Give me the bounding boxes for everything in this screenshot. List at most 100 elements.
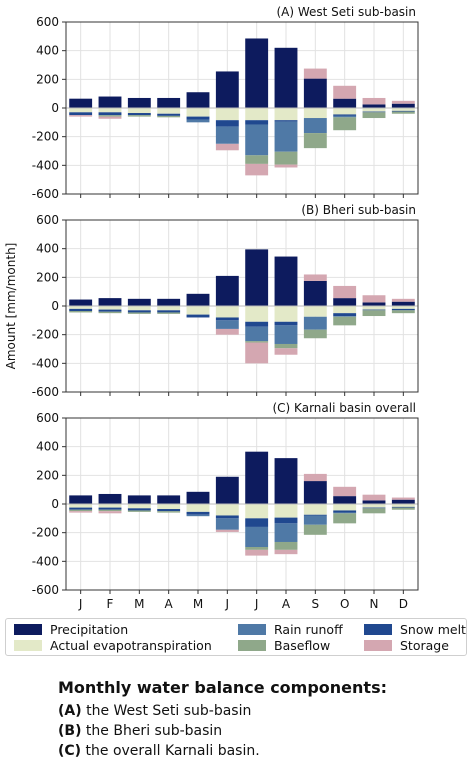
bar-baseflow — [362, 508, 386, 514]
bar-baseflow — [333, 117, 357, 131]
legend-label-rain-runoff: Rain runoff — [274, 622, 343, 637]
bar-snow-melt — [274, 517, 298, 524]
bar-baseflow — [362, 112, 386, 119]
bar-snow-melt — [245, 518, 269, 527]
bar-storage — [391, 298, 415, 302]
bar-rain-runoff — [245, 526, 269, 547]
bar-actual-evapotranspiration — [245, 306, 269, 322]
legend-swatch-snow-melt — [364, 624, 392, 635]
y-tick-label: -400 — [32, 158, 59, 172]
caption-label-a: (A) — [58, 703, 82, 719]
bar-rain-runoff — [274, 121, 298, 152]
bar-precipitation — [274, 458, 298, 504]
bar-precipitation — [362, 500, 386, 504]
bar-snow-melt — [333, 114, 357, 116]
bar-snow-melt — [391, 110, 415, 112]
bar-snow-melt — [69, 507, 93, 510]
bar-storage — [303, 68, 327, 79]
bar-baseflow — [245, 341, 269, 343]
x-tick-label: D — [399, 597, 408, 611]
bar-storage — [69, 511, 93, 513]
bar-rain-runoff — [186, 119, 210, 123]
bar-snow-melt — [274, 120, 298, 122]
bar-actual-evapotranspiration — [274, 306, 298, 322]
bar-baseflow — [245, 547, 269, 550]
bar-storage — [215, 143, 239, 151]
bar-storage — [362, 97, 386, 105]
bar-storage — [245, 549, 269, 556]
bar-rain-runoff — [245, 326, 269, 342]
bar-precipitation — [303, 280, 327, 306]
bar-storage — [98, 511, 122, 514]
bar-actual-evapotranspiration — [245, 108, 269, 121]
x-tick-label: A — [282, 597, 291, 611]
bar-snow-melt — [186, 511, 210, 515]
caption-label-b: (B) — [58, 723, 82, 739]
bar-snow-melt — [391, 506, 415, 508]
bar-precipitation — [333, 98, 357, 108]
bar-actual-evapotranspiration — [215, 306, 239, 318]
x-tick-label: F — [107, 597, 114, 611]
y-tick-label: -200 — [32, 130, 59, 144]
bar-storage — [274, 549, 298, 555]
bar-actual-evapotranspiration — [98, 108, 122, 113]
legend-item-precipitation: Precipitation — [14, 622, 128, 637]
caption-line-c: (C) the overall Karnali basin. — [58, 741, 387, 761]
bar-actual-evapotranspiration — [127, 108, 151, 114]
legend-swatch-baseflow — [238, 640, 266, 651]
y-tick-label: 600 — [36, 411, 59, 425]
bar-precipitation — [127, 97, 151, 108]
caption-text-c: the overall Karnali basin. — [81, 743, 260, 759]
bar-precipitation — [157, 495, 181, 504]
bar-snow-melt — [362, 507, 386, 509]
bar-baseflow — [245, 155, 269, 164]
y-tick-label: 400 — [36, 242, 59, 256]
bar-storage — [391, 497, 415, 500]
bar-precipitation — [69, 299, 93, 306]
x-tick-label: J — [254, 597, 259, 611]
bar-storage — [98, 116, 122, 119]
bar-rain-runoff — [333, 115, 357, 118]
bar-storage — [274, 348, 298, 355]
bar-precipitation — [127, 495, 151, 504]
legend-item-rain-runoff: Rain runoff — [238, 622, 343, 637]
y-tick-label: 600 — [36, 15, 59, 29]
y-tick-label: 0 — [51, 101, 59, 115]
bar-precipitation — [215, 476, 239, 504]
bar-precipitation — [215, 71, 239, 108]
bar-precipitation — [303, 481, 327, 504]
y-tick-label: -200 — [32, 526, 59, 540]
bar-snow-melt — [127, 508, 151, 511]
bar-precipitation — [274, 256, 298, 306]
y-tick-label: 0 — [51, 299, 59, 313]
bar-actual-evapotranspiration — [274, 504, 298, 518]
bar-precipitation — [303, 78, 327, 108]
legend-label-evapotranspiration: Actual evapotranspiration — [50, 638, 212, 653]
bar-actual-evapotranspiration — [391, 306, 415, 309]
bar-storage — [362, 494, 386, 501]
bar-storage — [215, 328, 239, 335]
bar-snow-melt — [362, 111, 386, 113]
bar-baseflow — [157, 115, 181, 118]
bar-snow-melt — [362, 309, 386, 311]
bar-precipitation — [333, 298, 357, 306]
bar-storage — [69, 115, 93, 117]
bar-baseflow — [69, 509, 93, 512]
bar-storage — [303, 473, 327, 482]
bar-snow-melt — [186, 314, 210, 318]
y-tick-label: -600 — [32, 187, 59, 201]
bar-actual-evapotranspiration — [69, 504, 93, 508]
bar-storage — [333, 285, 357, 299]
x-tick-label: O — [340, 597, 349, 611]
x-tick-label: J — [225, 597, 230, 611]
x-tick-label: M — [134, 597, 144, 611]
figure-caption: Monthly water balance components: (A) th… — [58, 678, 387, 761]
bar-baseflow — [157, 312, 181, 314]
bar-actual-evapotranspiration — [362, 504, 386, 508]
bar-actual-evapotranspiration — [186, 306, 210, 315]
bar-storage — [274, 164, 298, 168]
bar-baseflow — [69, 311, 93, 313]
bar-snow-melt — [69, 112, 93, 116]
bar-snow-melt — [127, 113, 151, 116]
bar-baseflow — [157, 511, 181, 513]
